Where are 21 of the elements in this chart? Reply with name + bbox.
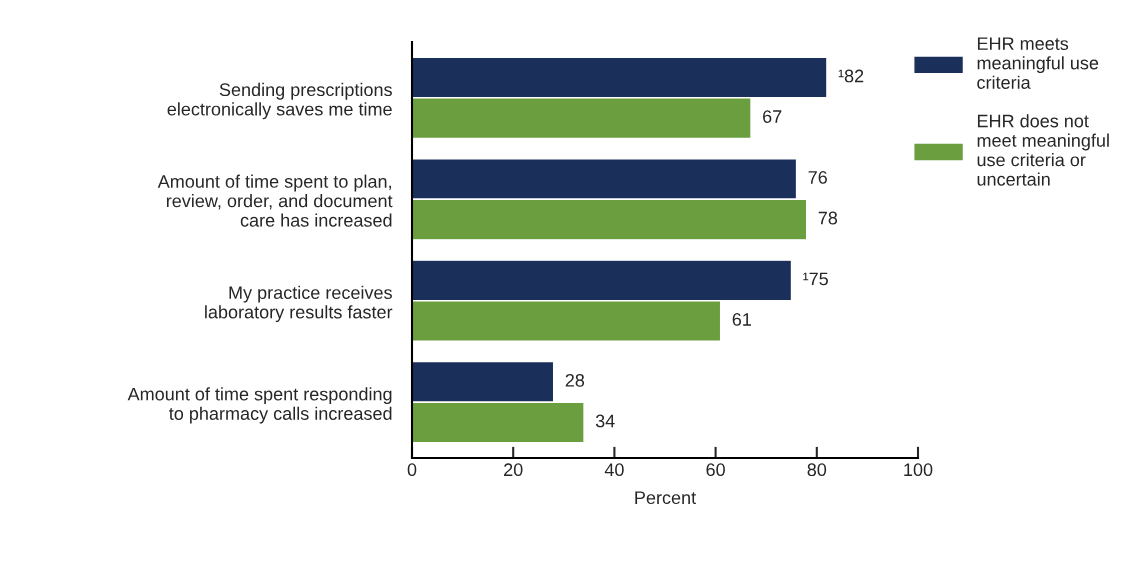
data-label: ¹75	[803, 272, 828, 286]
y-tick-label: Sending prescriptions electronically saves me time	[167, 82, 392, 120]
y-tick-label: Amount of time spent responding to pharmacy calls increased	[127, 387, 392, 424]
data-label: 67	[763, 110, 782, 123]
data-label: 76	[808, 171, 827, 184]
data-label: ¹82	[838, 69, 864, 83]
data-label: 34	[595, 414, 615, 428]
x-tick-label: 40	[604, 463, 624, 477]
x-tick-label: 100	[904, 463, 933, 477]
x-axis-title: Percent	[635, 491, 696, 505]
legend-label: EHR meets meaningful use criteria	[977, 37, 1099, 89]
data-label: 61	[732, 313, 751, 326]
x-tick-label: 20	[504, 463, 523, 477]
y-tick-label: My practice receives laboratory results faster	[205, 285, 393, 323]
data-label: 78	[818, 211, 838, 225]
x-tick-label: 60	[706, 463, 725, 477]
data-label: 28	[565, 373, 585, 387]
legend-label: EHR does not meet meaningful use criteria or uncertain	[977, 114, 1109, 186]
x-tick-label: 0	[407, 463, 417, 477]
x-tick-label: 80	[807, 463, 827, 477]
y-tick-label: Amount of time spent to plan, review, order, and document care has increased	[157, 174, 393, 227]
